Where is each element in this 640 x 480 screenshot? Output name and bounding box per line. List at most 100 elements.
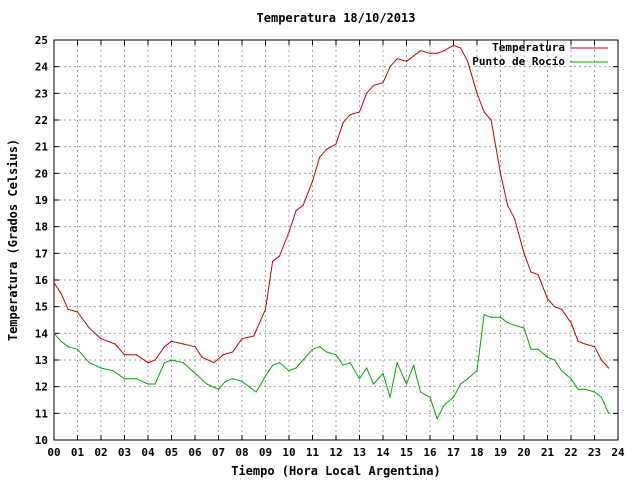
data-point-temperatura xyxy=(213,362,215,364)
data-point-temperatura xyxy=(476,92,478,94)
data-point-punto-de-rocio xyxy=(335,354,337,356)
data-point-temperatura xyxy=(608,367,610,369)
series-line-temperatura xyxy=(53,44,609,369)
data-point-temperatura xyxy=(88,327,90,329)
data-point-punto-de-rocio xyxy=(217,388,220,390)
data-point-temperatura xyxy=(279,255,281,257)
y-tick-label: 14 xyxy=(35,327,49,340)
x-tick-label: 10 xyxy=(282,446,295,459)
data-point-temperatura xyxy=(382,82,384,84)
data-point-punto-de-rocio xyxy=(154,383,156,385)
data-point-punto-de-rocio xyxy=(413,364,415,366)
data-point-temperatura xyxy=(135,354,137,356)
data-point-punto-de-rocio xyxy=(490,316,492,318)
data-point-punto-de-rocio xyxy=(326,351,328,353)
data-point-punto-de-rocio xyxy=(264,375,267,377)
data-point-temperatura xyxy=(76,311,79,313)
data-point-temperatura xyxy=(460,47,462,49)
x-tick-label: 21 xyxy=(541,446,555,459)
data-point-temperatura xyxy=(241,338,243,340)
data-point-temperatura xyxy=(326,148,328,150)
data-point-punto-de-rocio xyxy=(311,348,314,350)
data-point-punto-de-rocio xyxy=(443,404,445,406)
data-point-temperatura xyxy=(413,55,415,57)
data-point-temperatura xyxy=(349,114,351,116)
data-point-punto-de-rocio xyxy=(182,362,184,364)
data-point-punto-de-rocio xyxy=(396,362,398,364)
data-point-punto-de-rocio xyxy=(112,370,114,372)
y-tick-label: 22 xyxy=(35,114,48,127)
data-point-punto-de-rocio xyxy=(100,367,102,369)
data-point-temperatura xyxy=(546,298,549,300)
data-point-punto-de-rocio xyxy=(279,362,281,364)
data-point-temperatura xyxy=(561,308,563,310)
data-point-temperatura xyxy=(443,50,445,52)
y-tick-label: 17 xyxy=(35,247,48,260)
data-point-temperatura xyxy=(396,58,398,60)
series-line-punto-de-rocio xyxy=(53,314,610,420)
y-tick-label: 24 xyxy=(35,61,49,74)
y-tick-label: 23 xyxy=(35,87,48,100)
data-point-temperatura xyxy=(319,156,321,158)
data-point-punto-de-rocio xyxy=(76,348,79,350)
data-point-temperatura xyxy=(295,210,297,212)
y-tick-label: 25 xyxy=(35,34,48,47)
data-point-punto-de-rocio xyxy=(288,370,290,372)
data-point-punto-de-rocio xyxy=(429,396,431,398)
data-point-temperatura xyxy=(499,172,502,174)
data-point-punto-de-rocio xyxy=(272,364,274,366)
data-point-temperatura xyxy=(288,231,290,233)
x-tick-label: 02 xyxy=(94,446,107,459)
y-tick-label: 19 xyxy=(35,194,48,207)
data-point-temperatura xyxy=(514,218,516,220)
data-point-punto-de-rocio xyxy=(530,348,532,350)
data-point-temperatura xyxy=(222,354,224,356)
data-point-temperatura xyxy=(483,111,485,113)
data-point-punto-de-rocio xyxy=(147,383,149,385)
series-lines xyxy=(53,44,610,420)
data-point-temperatura xyxy=(537,274,539,276)
data-point-punto-de-rocio xyxy=(358,378,361,380)
x-axis-ticks: 00 01 02 03 04 05 06 07 08 09 10 11 12 13 14 15 16 17 18 19… xyxy=(47,40,625,459)
data-point-temperatura xyxy=(147,362,149,364)
data-point-temperatura xyxy=(436,52,438,54)
x-tick-label: 12 xyxy=(329,446,342,459)
data-point-temperatura xyxy=(123,354,126,356)
x-tick-label: 16 xyxy=(423,446,437,459)
data-point-punto-de-rocio xyxy=(537,348,539,350)
x-tick-label: 20 xyxy=(517,446,530,459)
data-point-temperatura xyxy=(253,335,255,337)
data-point-punto-de-rocio xyxy=(499,316,502,318)
data-point-temperatura xyxy=(264,308,267,310)
data-point-punto-de-rocio xyxy=(67,346,69,348)
data-point-punto-de-rocio xyxy=(170,359,173,361)
data-point-punto-de-rocio xyxy=(60,340,62,342)
data-point-punto-de-rocio xyxy=(53,332,55,334)
data-point-temperatura xyxy=(182,343,184,345)
data-point-punto-de-rocio xyxy=(163,362,165,364)
y-tick-label: 11 xyxy=(35,407,49,420)
data-point-punto-de-rocio xyxy=(342,364,344,366)
y-tick-label: 21 xyxy=(35,141,49,154)
data-point-temperatura xyxy=(530,271,532,273)
y-tick-label: 15 xyxy=(35,301,48,314)
data-point-punto-de-rocio xyxy=(436,418,438,420)
data-point-punto-de-rocio xyxy=(467,378,469,380)
data-point-temperatura xyxy=(194,346,196,348)
y-tick-label: 12 xyxy=(35,381,48,394)
data-point-temperatura xyxy=(490,119,492,121)
data-point-temperatura xyxy=(507,204,509,206)
x-tick-label: 06 xyxy=(188,446,202,459)
data-point-temperatura xyxy=(600,359,603,361)
data-point-punto-de-rocio xyxy=(88,362,90,364)
data-point-punto-de-rocio xyxy=(366,367,368,369)
x-tick-label: 03 xyxy=(118,446,131,459)
data-point-punto-de-rocio xyxy=(546,356,549,358)
data-point-punto-de-rocio xyxy=(420,391,422,393)
data-point-punto-de-rocio xyxy=(255,391,257,393)
data-point-punto-de-rocio xyxy=(123,378,126,380)
data-point-punto-de-rocio xyxy=(553,359,556,361)
x-tick-label: 19 xyxy=(494,446,507,459)
data-point-punto-de-rocio xyxy=(584,388,586,390)
data-point-punto-de-rocio xyxy=(194,372,196,374)
